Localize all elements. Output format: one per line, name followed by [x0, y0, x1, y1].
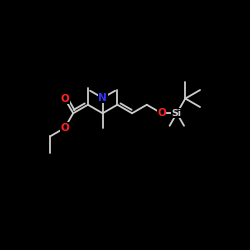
- Text: Si: Si: [172, 109, 182, 118]
- Text: N: N: [98, 93, 107, 103]
- Text: O: O: [60, 94, 69, 104]
- Text: O: O: [157, 108, 166, 118]
- Text: O: O: [60, 123, 69, 133]
